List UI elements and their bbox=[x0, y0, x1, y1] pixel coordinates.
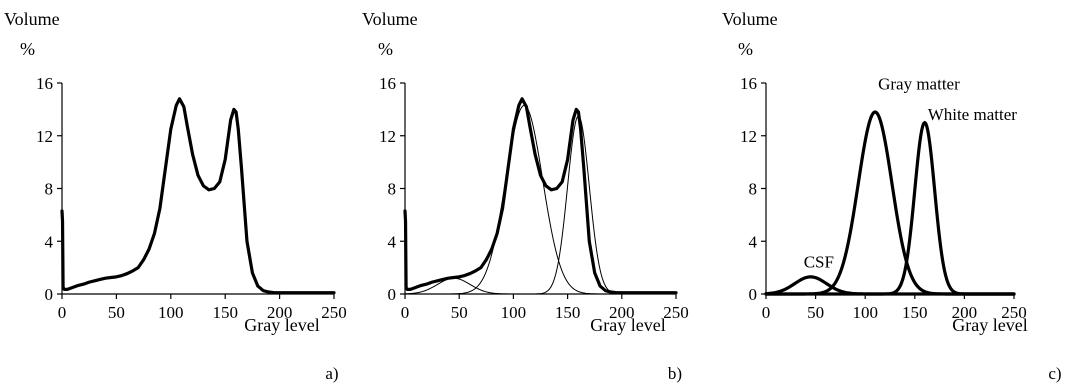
x-tick-label: 200 bbox=[609, 303, 635, 322]
x-tick-label: 50 bbox=[108, 303, 125, 322]
panel-label: c) bbox=[1048, 364, 1061, 383]
y-tick-label: 16 bbox=[36, 74, 53, 93]
annotation-label: Gray matter bbox=[878, 75, 960, 94]
x-tick-label: 200 bbox=[952, 303, 978, 322]
x-tick-label: 150 bbox=[555, 303, 581, 322]
y-tick-label: 4 bbox=[388, 232, 397, 251]
panel-label: b) bbox=[668, 364, 682, 383]
panel-label: a) bbox=[325, 364, 338, 383]
x-tick-label: 250 bbox=[663, 303, 689, 322]
x-tick-label: 0 bbox=[762, 303, 771, 322]
series-line-1 bbox=[764, 275, 1016, 296]
x-tick-label: 50 bbox=[807, 303, 824, 322]
series-line-3 bbox=[404, 104, 677, 295]
y-axis-unit: % bbox=[738, 39, 753, 59]
y-tick-label: 8 bbox=[749, 180, 758, 199]
x-tick-label: 100 bbox=[501, 303, 527, 322]
y-axis-title: Volume bbox=[4, 9, 60, 29]
y-axis-unit: % bbox=[20, 39, 35, 59]
y-tick-label: 0 bbox=[749, 285, 758, 304]
annotation-label: White matter bbox=[928, 105, 1018, 124]
x-tick-label: 250 bbox=[1001, 303, 1027, 322]
x-tick-label: 50 bbox=[451, 303, 468, 322]
y-tick-label: 4 bbox=[749, 232, 758, 251]
x-tick-label: 0 bbox=[58, 303, 67, 322]
y-tick-label: 16 bbox=[740, 74, 757, 93]
y-tick-label: 8 bbox=[45, 180, 54, 199]
y-tick-label: 0 bbox=[388, 285, 397, 304]
x-tick-label: 0 bbox=[401, 303, 410, 322]
y-tick-label: 16 bbox=[379, 74, 396, 93]
x-axis-title: Gray level bbox=[952, 315, 1027, 335]
y-axis-title: Volume bbox=[722, 9, 778, 29]
y-tick-label: 12 bbox=[740, 127, 757, 146]
x-tick-label: 100 bbox=[158, 303, 184, 322]
x-tick-label: 150 bbox=[902, 303, 928, 322]
x-tick-label: 150 bbox=[212, 303, 238, 322]
y-tick-label: 12 bbox=[36, 127, 53, 146]
x-tick-label: 250 bbox=[321, 303, 347, 322]
annotation-label: CSF bbox=[804, 253, 834, 272]
x-tick-label: 100 bbox=[852, 303, 878, 322]
y-axis-unit: % bbox=[378, 39, 393, 59]
x-axis-title: Gray level bbox=[590, 315, 665, 335]
series-line-1 bbox=[60, 97, 336, 295]
x-tick-label: 200 bbox=[267, 303, 293, 322]
series-line-4 bbox=[404, 115, 677, 295]
y-axis-title: Volume bbox=[362, 9, 418, 29]
y-tick-label: 12 bbox=[379, 127, 396, 146]
y-tick-label: 0 bbox=[45, 285, 54, 304]
y-tick-label: 8 bbox=[388, 180, 397, 199]
series-line-3 bbox=[764, 120, 1016, 296]
series-line-1 bbox=[403, 97, 678, 295]
y-tick-label: 4 bbox=[45, 232, 54, 251]
x-axis-title: Gray level bbox=[244, 315, 319, 335]
